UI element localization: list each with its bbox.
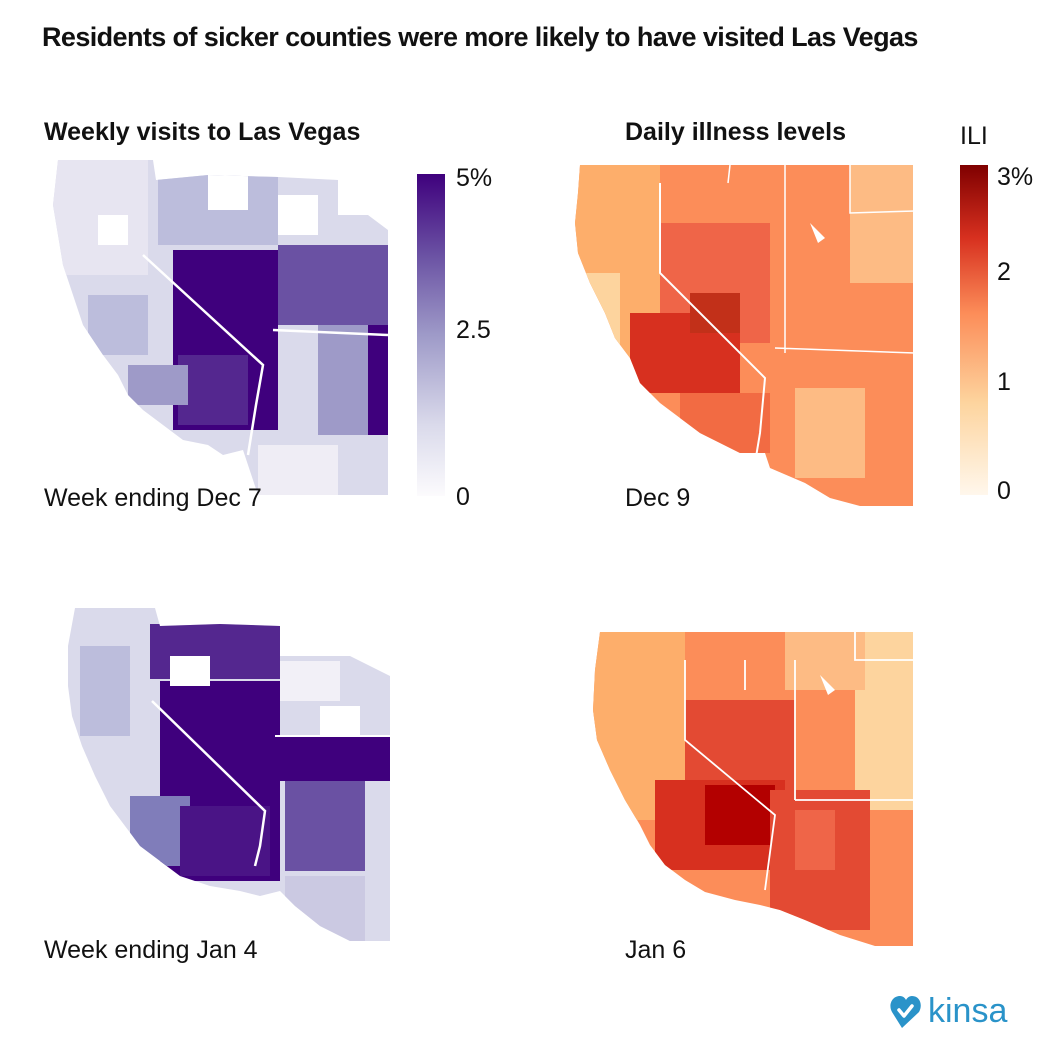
- ili-color-legend: [960, 165, 988, 495]
- ili-tick-1: 1: [997, 368, 1011, 396]
- map-caption-dec7: Week ending Dec 7: [44, 484, 262, 512]
- kinsa-logo: kinsa: [890, 992, 1007, 1030]
- kinsa-wordmark: kinsa: [928, 992, 1007, 1030]
- map-caption-dec9: Dec 9: [625, 484, 691, 512]
- ili-legend-title: ILI: [960, 122, 988, 150]
- visits-tick-min: 0: [456, 483, 470, 511]
- ili-tick-2: 2: [997, 258, 1011, 286]
- visits-map-dec7: [53, 160, 389, 495]
- map-caption-jan4: Week ending Jan 4: [44, 936, 258, 964]
- ili-tick-0: 0: [997, 477, 1011, 505]
- illness-panel-title: Daily illness levels: [625, 118, 846, 146]
- visits-tick-mid: 2.5: [456, 316, 491, 344]
- map-caption-jan6: Jan 6: [625, 936, 687, 964]
- illness-map-jan6: [593, 632, 915, 946]
- visits-tick-max: 5%: [456, 164, 493, 192]
- main-title: Residents of sicker counties were more l…: [42, 22, 918, 52]
- visits-map-jan4: [68, 608, 390, 941]
- visits-panel-title: Weekly visits to Las Vegas: [44, 118, 361, 146]
- visits-color-legend: [417, 174, 445, 496]
- illness-map-dec9: [575, 164, 915, 506]
- ili-tick-max: 3%: [997, 163, 1034, 191]
